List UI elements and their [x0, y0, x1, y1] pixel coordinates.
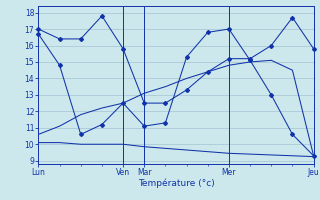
X-axis label: Température (°c): Température (°c)	[138, 179, 214, 188]
